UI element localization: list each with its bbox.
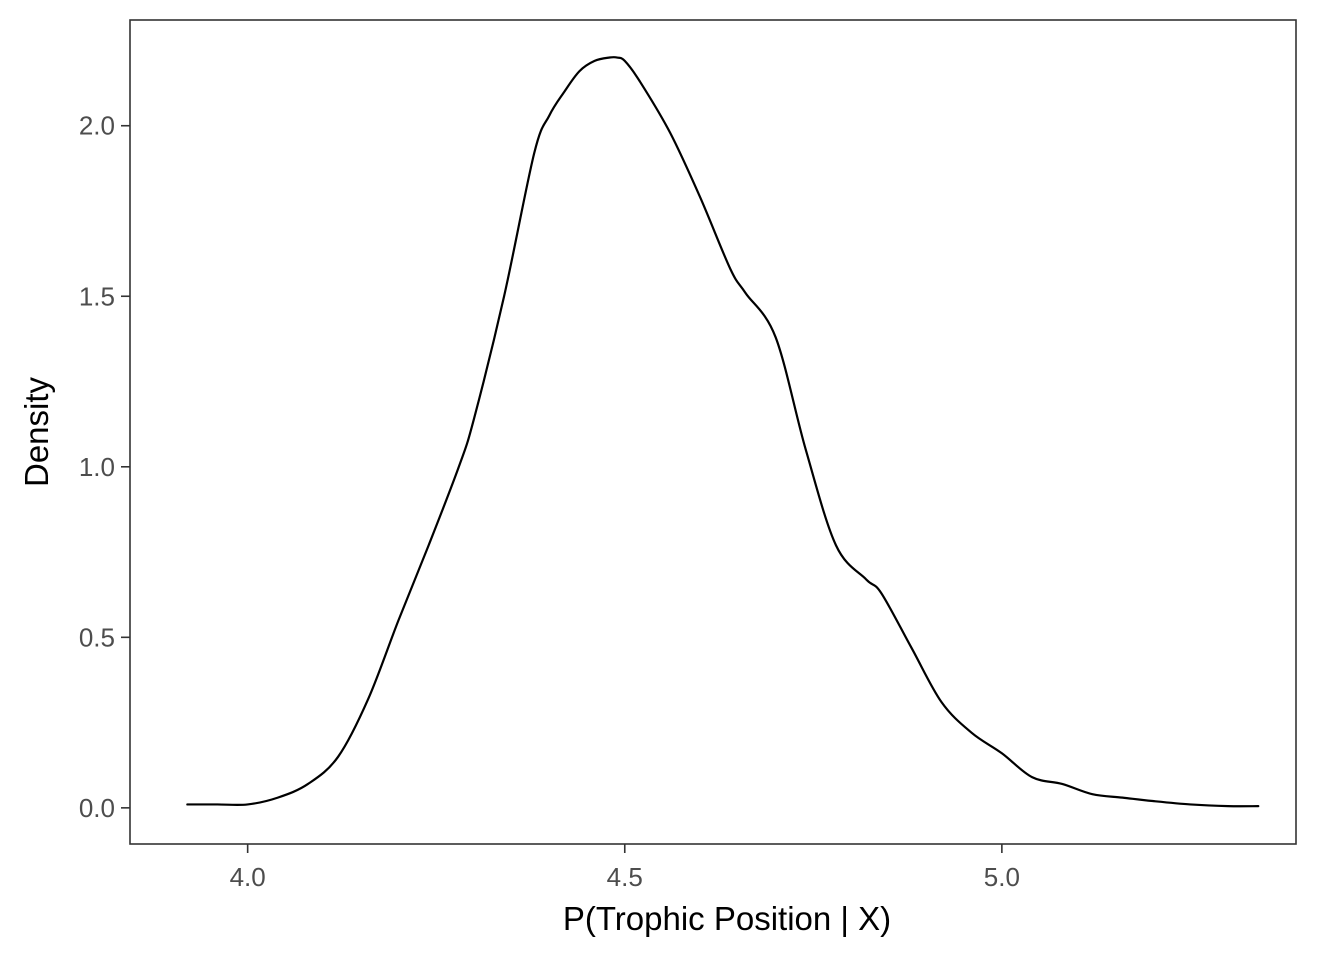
y-tick-label: 1.0 xyxy=(79,452,115,482)
y-tick-label: 0.0 xyxy=(79,793,115,823)
y-tick-label: 1.5 xyxy=(79,281,115,311)
x-axis-title: P(Trophic Position | X) xyxy=(563,900,891,937)
density-series-line xyxy=(186,55,1260,808)
plot-panel-border xyxy=(129,19,1297,845)
x-axis: 4.0 4.5 5.0 xyxy=(230,844,1020,892)
y-axis-title: Density xyxy=(18,376,55,487)
x-tick-label: 4.5 xyxy=(607,862,643,892)
x-tick-label: 5.0 xyxy=(984,862,1020,892)
y-tick-label: 2.0 xyxy=(79,111,115,141)
y-tick-label: 0.5 xyxy=(79,622,115,652)
y-axis: 0.0 0.5 1.0 1.5 2.0 xyxy=(79,111,130,823)
x-tick-label: 4.0 xyxy=(230,862,266,892)
